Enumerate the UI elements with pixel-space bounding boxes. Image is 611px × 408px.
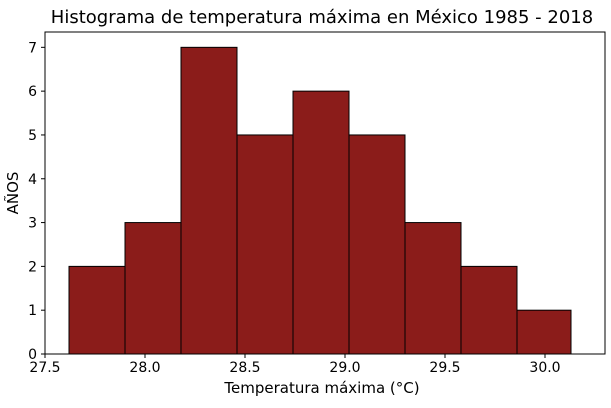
y-tick-label-4: 4 — [28, 172, 37, 188]
y-axis-ticks: 0 1 2 3 4 5 6 7 — [28, 40, 45, 363]
y-tick-label-7: 7 — [28, 40, 37, 56]
y-tick-label-5: 5 — [28, 128, 37, 144]
histogram-bar-3 — [236, 134, 294, 355]
histogram-bar-1 — [124, 222, 182, 355]
y-tick-label-3: 3 — [28, 216, 37, 232]
histogram-bar-2 — [180, 46, 238, 355]
y-tick-label-2: 2 — [28, 259, 37, 275]
x-tick-label-3: 29.0 — [329, 360, 360, 376]
x-axis-label: Temperatura máxima (°C) — [223, 379, 419, 397]
y-tick-label-0: 0 — [28, 347, 37, 363]
x-tick-label-0: 27.5 — [29, 360, 60, 376]
y-tick-label-1: 1 — [28, 303, 37, 319]
histogram-bar-7 — [460, 265, 518, 355]
x-tick-label-1: 28.0 — [129, 360, 160, 376]
histogram-bar-4 — [292, 90, 350, 355]
y-tick-label-6: 6 — [28, 84, 37, 100]
x-tick-label-5: 30.0 — [529, 360, 560, 376]
histogram-bar-5 — [348, 134, 406, 355]
chart-title: Histograma de temperatura máxima en Méxi… — [51, 7, 593, 28]
histogram-bar-6 — [404, 222, 462, 355]
x-axis-ticks: 27.5 28.0 28.5 29.0 29.5 30.0 — [29, 354, 561, 376]
plot-frame — [44, 31, 606, 355]
histogram-bar-8 — [516, 309, 572, 355]
bars-group — [68, 46, 572, 355]
x-tick-label-4: 29.5 — [429, 360, 460, 376]
x-tick-label-2: 28.5 — [229, 360, 260, 376]
y-axis-label: AÑOS — [3, 172, 22, 215]
histogram-bar-0 — [68, 265, 126, 355]
